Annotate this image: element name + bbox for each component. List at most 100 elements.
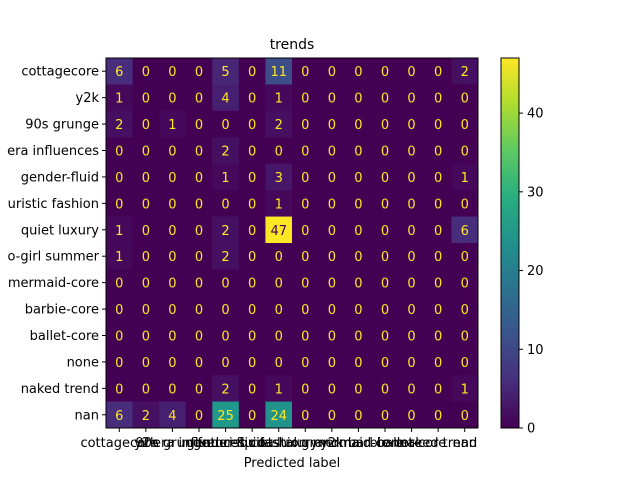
heatmap-cell: [292, 401, 320, 429]
colorbar-tick-label: 0: [527, 422, 535, 437]
cell-value-label: 0: [275, 145, 283, 160]
x-tick-label: naked trend: [399, 436, 477, 451]
cell-value-label: 0: [168, 224, 176, 239]
heatmap-cell: [371, 163, 399, 191]
heatmap-cell: [318, 163, 346, 191]
heatmap-cell: [345, 58, 373, 85]
cell-value-label: 0: [434, 145, 442, 160]
heatmap-cell: [185, 243, 213, 270]
heatmap-cell: [451, 348, 479, 376]
heatmap-cell: [345, 401, 373, 429]
cell-value-label: 0: [407, 303, 415, 318]
cell-value-label: 0: [195, 250, 203, 265]
heatmap-cell: [292, 163, 320, 191]
heatmap-cell: [238, 216, 266, 244]
cell-value-label: 0: [354, 65, 362, 80]
heatmap-cell: [132, 110, 160, 138]
heatmap-cell: [451, 137, 479, 165]
cell-value-label: 0: [407, 382, 415, 397]
cell-value-label: 0: [115, 277, 123, 292]
cell-value-label: 0: [248, 409, 256, 424]
heatmap-cell: [185, 322, 213, 350]
cell-value-label: 0: [275, 277, 283, 292]
heatmap-cell: [318, 137, 346, 165]
heatmap-cell: [159, 163, 187, 191]
cell-value-label: 0: [354, 356, 362, 371]
heatmap-cell: [398, 269, 426, 297]
cell-value-label: 0: [301, 330, 309, 345]
heatmap-cell: [345, 84, 373, 112]
cell-value-label: 1: [275, 382, 283, 397]
cell-value-label: 0: [461, 277, 469, 292]
cell-value-label: 0: [275, 250, 283, 265]
y-tick-labels: cottagecore y2k 90s grunge era influences ge…: [7, 65, 106, 423]
heatmap-cell: [265, 216, 293, 244]
cell-value-label: 0: [354, 118, 362, 133]
cell-value-label: 0: [381, 303, 389, 318]
cell-value-label: 0: [354, 250, 362, 265]
cell-value-label: 0: [168, 171, 176, 186]
heatmap-cell: [318, 322, 346, 350]
heatmap-cell: [159, 269, 187, 297]
heatmap-cell: [345, 243, 373, 270]
heatmap-cell: [238, 163, 266, 191]
cell-value-label: 0: [301, 356, 309, 371]
cell-value-label: 0: [381, 409, 389, 424]
heatmap-cell: [212, 216, 240, 244]
cell-value-label: 0: [195, 409, 203, 424]
heatmap-cells: 6 0 0 0 5 0 11 0 0 0 0 0 0 21 0 0 0 4 0 1 0 0 0 0 0 0 02 0 1 0 0 0 2 0 0 0 0…: [106, 58, 479, 429]
cell-value-label: 0: [461, 197, 469, 212]
heatmap-cell: [238, 375, 266, 403]
heatmap-cell: [212, 110, 240, 138]
cell-value-label: 0: [248, 65, 256, 80]
heatmap-cell: [451, 84, 479, 112]
cell-value-label: 0: [461, 145, 469, 160]
heatmap-cell: [424, 375, 452, 403]
colorbar-tick-label: 40: [527, 107, 544, 122]
cell-value-label: 1: [168, 118, 176, 133]
colorbar: [500, 57, 520, 429]
heatmap-cell: [345, 269, 373, 297]
heatmap-cell: [132, 58, 160, 85]
heatmap-cell: [238, 295, 266, 323]
cell-value-label: 1: [275, 197, 283, 212]
cell-value-label: 11: [270, 65, 287, 80]
cell-value-label: 0: [354, 382, 362, 397]
heatmap-cell: [371, 348, 399, 376]
heatmap-cell: [106, 269, 134, 297]
cell-value-label: 0: [142, 382, 150, 397]
cell-value-label: 0: [328, 171, 336, 186]
cell-value-label: 0: [221, 277, 229, 292]
cell-value-label: 0: [221, 303, 229, 318]
cell-value-label: 0: [248, 250, 256, 265]
cell-value-label: 0: [168, 250, 176, 265]
cell-value-label: 0: [328, 65, 336, 80]
cell-value-label: 0: [381, 197, 389, 212]
heatmap-cell: [345, 375, 373, 403]
heatmap-cell: [265, 110, 293, 138]
heatmap-cell: [265, 243, 293, 270]
cell-value-label: 0: [115, 171, 123, 186]
heatmap-cell: [265, 375, 293, 403]
cell-value-label: 0: [407, 277, 415, 292]
cell-value-label: 0: [407, 92, 415, 107]
cell-value-label: 0: [115, 330, 123, 345]
cell-value-label: 1: [115, 92, 123, 107]
cell-value-label: 0: [195, 171, 203, 186]
cell-value-label: 0: [381, 250, 389, 265]
heatmap-cell: [106, 375, 134, 403]
cell-value-label: 0: [434, 92, 442, 107]
heatmap-cell: [398, 110, 426, 138]
cell-value-label: 0: [328, 356, 336, 371]
heatmap-cell: [185, 137, 213, 165]
heatmap-cell: [371, 216, 399, 244]
y-tick-label: barbie-core: [25, 303, 99, 318]
heatmap-cell: [424, 84, 452, 112]
cell-value-label: 0: [142, 145, 150, 160]
heatmap-cell: [185, 295, 213, 323]
heatmap-cell: [265, 137, 293, 165]
cell-value-label: 0: [434, 171, 442, 186]
cell-value-label: 0: [434, 65, 442, 80]
heatmap-cell: [212, 58, 240, 85]
heatmap-cell: [345, 110, 373, 138]
